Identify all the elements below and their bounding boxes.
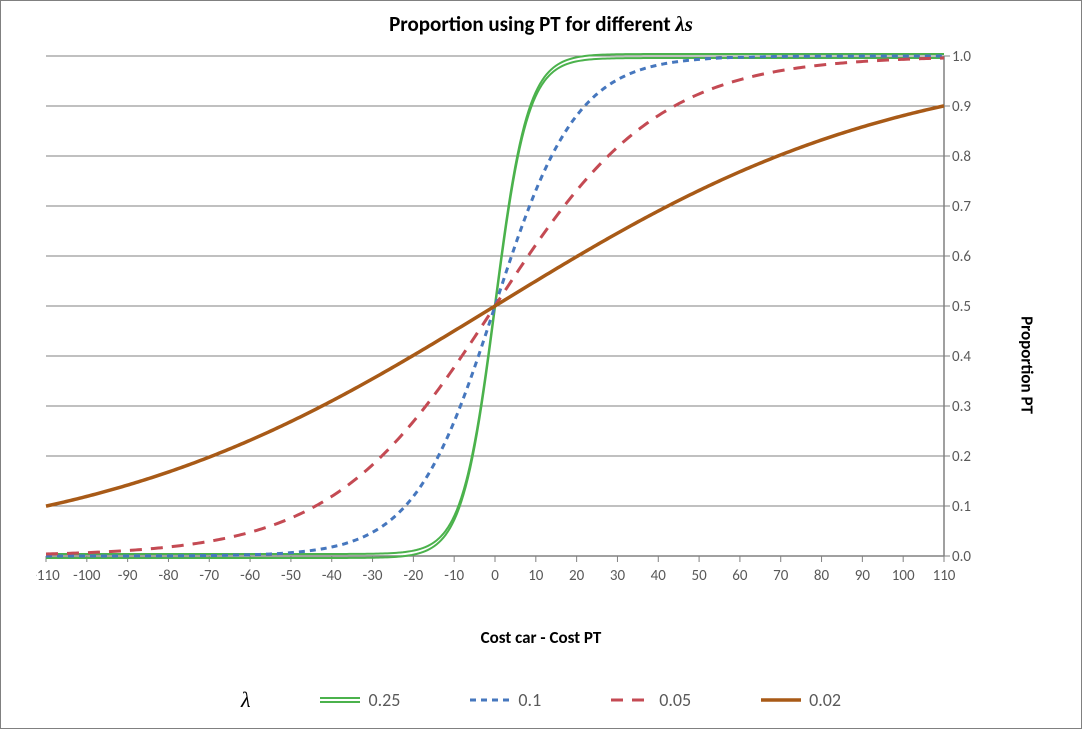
chart-frame: Proportion using PT for different λs Pro…	[0, 0, 1082, 729]
legend-lambda-symbol: λ	[241, 687, 251, 713]
svg-text:30: 30	[610, 567, 626, 585]
svg-text:10: 10	[528, 567, 544, 585]
svg-text:80: 80	[814, 567, 830, 585]
svg-text:0.9: 0.9	[952, 98, 971, 116]
svg-text:100: 100	[892, 567, 915, 585]
svg-text:-20: -20	[403, 567, 423, 585]
svg-text:0.5: 0.5	[952, 298, 971, 316]
chart-title-lambda: λs	[675, 12, 693, 36]
legend-swatch-0	[320, 689, 360, 711]
legend-item-0: 0.25	[320, 689, 400, 711]
svg-text:-100: -100	[73, 567, 101, 585]
x-axis-label: Cost car - Cost PT	[1, 627, 1081, 648]
y-tick-labels: 0.0 0.1 0.2 0.3 0.4 0.5 0.6 0.7 0.8 0.9 1.0	[952, 51, 971, 566]
svg-text:60: 60	[732, 567, 748, 585]
legend-item-3: 0.02	[761, 689, 841, 711]
svg-text:-110: -110	[36, 567, 60, 585]
svg-text:90: 90	[855, 567, 871, 585]
svg-text:-50: -50	[281, 567, 301, 585]
svg-text:1.0: 1.0	[952, 51, 971, 66]
svg-text:-90: -90	[118, 567, 138, 585]
svg-text:-70: -70	[199, 567, 219, 585]
chart-title: Proportion using PT for different λs	[1, 11, 1081, 37]
legend: λ 0.25 0.1 0.05 0.02	[1, 687, 1081, 713]
legend-item-2: 0.05	[611, 689, 691, 711]
legend-label-1: 0.1	[518, 689, 541, 711]
svg-text:-40: -40	[322, 567, 342, 585]
svg-text:-60: -60	[240, 567, 260, 585]
legend-label-3: 0.02	[809, 689, 841, 711]
svg-text:0.6: 0.6	[952, 248, 971, 266]
x-tick-labels: -110-100-90-80-70-60-50-40-30-20-1001020…	[36, 567, 956, 585]
svg-text:0.2: 0.2	[952, 448, 971, 466]
legend-label-0: 0.25	[368, 689, 400, 711]
svg-text:-10: -10	[444, 567, 464, 585]
legend-label-2: 0.05	[659, 689, 691, 711]
svg-text:20: 20	[569, 567, 585, 585]
legend-swatch-2	[611, 689, 651, 711]
plot-svg: -110-100-90-80-70-60-50-40-30-20-1001020…	[36, 51, 986, 591]
svg-text:40: 40	[651, 567, 667, 585]
svg-text:0.0: 0.0	[952, 548, 971, 566]
legend-swatch-3	[761, 689, 801, 711]
svg-text:0.3: 0.3	[952, 398, 971, 416]
axes	[46, 56, 950, 562]
svg-text:0.4: 0.4	[952, 348, 971, 366]
svg-text:0: 0	[491, 567, 499, 585]
svg-text:-80: -80	[159, 567, 179, 585]
plot-area: -110-100-90-80-70-60-50-40-30-20-1001020…	[36, 51, 986, 591]
svg-text:0.7: 0.7	[952, 198, 971, 216]
chart-title-text: Proportion using PT for different	[389, 11, 675, 37]
svg-text:50: 50	[691, 567, 707, 585]
legend-item-1: 0.1	[470, 689, 541, 711]
svg-text:110: 110	[933, 567, 956, 585]
svg-text:0.8: 0.8	[952, 148, 971, 166]
svg-text:70: 70	[773, 567, 789, 585]
y-axis-label: Proportion PT	[1017, 316, 1038, 414]
legend-swatch-1	[470, 689, 510, 711]
svg-text:0.1: 0.1	[952, 498, 971, 516]
svg-text:-30: -30	[363, 567, 383, 585]
